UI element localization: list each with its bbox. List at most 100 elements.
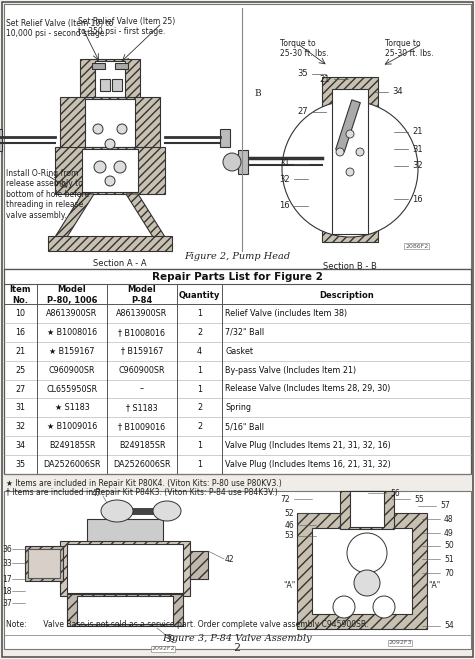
Text: Model
P-84: Model P-84	[128, 285, 156, 305]
Ellipse shape	[101, 500, 133, 522]
Text: –: –	[140, 384, 144, 393]
Text: 49: 49	[444, 529, 454, 538]
Bar	[115, 63, 128, 69]
Text: 57: 57	[440, 501, 450, 511]
Text: B249185SR: B249185SR	[119, 441, 165, 450]
Text: Valve Plug (Includes Items 21, 31, 32, 16): Valve Plug (Includes Items 21, 31, 32, 1…	[225, 441, 391, 450]
Text: 2086F2: 2086F2	[405, 243, 428, 248]
Circle shape	[346, 130, 354, 138]
Circle shape	[347, 533, 387, 573]
Text: ★ S1183: ★ S1183	[55, 403, 89, 413]
Text: 34: 34	[16, 441, 26, 450]
Text: 18: 18	[2, 587, 12, 596]
Text: Spring: Spring	[225, 403, 251, 413]
Text: † Items are included in Repair Kit P84K3. (Viton Kits: P-84 use P84K3V.): † Items are included in Repair Kit P84K3…	[6, 488, 278, 497]
Bar	[25, 546, 63, 581]
Text: † B1009016: † B1009016	[118, 422, 166, 431]
Text: Release Valve (Includes Items 28, 29, 30): Release Valve (Includes Items 28, 29, 30…	[225, 384, 390, 393]
Text: 31: 31	[16, 403, 26, 413]
Bar	[0, 129, 2, 151]
Text: 10: 10	[16, 309, 26, 318]
Text: Section B - B: Section B - B	[323, 262, 377, 271]
Text: 35: 35	[297, 69, 308, 78]
Text: Description: Description	[319, 291, 374, 299]
Text: 33: 33	[2, 558, 12, 567]
Text: Gasket: Gasket	[225, 347, 253, 356]
Text: 25: 25	[15, 366, 26, 374]
Text: 1: 1	[197, 309, 202, 318]
Text: Figure 3, P-84 Valve Assembly: Figure 3, P-84 Valve Assembly	[162, 634, 312, 643]
Circle shape	[282, 101, 418, 237]
Text: 34: 34	[392, 88, 403, 96]
Bar	[87, 519, 163, 541]
Bar	[332, 89, 368, 234]
Text: 72: 72	[280, 494, 290, 503]
Text: 47: 47	[92, 488, 102, 498]
Text: 56: 56	[390, 488, 400, 498]
Text: 4: 4	[197, 347, 202, 356]
Bar	[55, 147, 165, 194]
Text: 2: 2	[233, 643, 240, 653]
Text: 51: 51	[444, 554, 454, 563]
Text: Repair Parts List for Figure 2: Repair Parts List for Figure 2	[152, 272, 323, 281]
Text: 16: 16	[412, 194, 423, 204]
Text: 32: 32	[279, 175, 290, 183]
Text: ★ B159167: ★ B159167	[49, 347, 95, 356]
Circle shape	[354, 570, 380, 596]
Text: 5/16" Ball: 5/16" Ball	[225, 422, 264, 431]
Ellipse shape	[153, 501, 181, 521]
Text: Torque to
25-30 ft. lbs.: Torque to 25-30 ft. lbs.	[385, 39, 434, 59]
Text: Quantity: Quantity	[179, 291, 220, 299]
Text: 54: 54	[444, 621, 454, 631]
Text: 17: 17	[2, 575, 12, 583]
Text: † B1008016: † B1008016	[118, 328, 165, 337]
Text: 2: 2	[197, 328, 202, 337]
Text: CL655950SR: CL655950SR	[47, 384, 97, 393]
Text: 16: 16	[16, 328, 26, 337]
Polygon shape	[55, 194, 94, 237]
Text: † B159167: † B159167	[121, 347, 163, 356]
Text: ★ Items are included in Repair Kit P80K4. (Viton Kits: P-80 use P80KV3.): ★ Items are included in Repair Kit P80K4…	[6, 479, 282, 488]
Text: 1: 1	[197, 441, 202, 450]
Text: 31: 31	[412, 144, 423, 154]
Bar	[28, 549, 60, 578]
Polygon shape	[126, 194, 165, 237]
Circle shape	[333, 596, 355, 618]
Bar	[48, 236, 172, 251]
Text: 46: 46	[284, 521, 294, 529]
Text: Relief Valve (includes Item 38): Relief Valve (includes Item 38)	[225, 309, 347, 318]
Text: 31: 31	[279, 159, 290, 169]
Text: ★ B1009016: ★ B1009016	[47, 422, 97, 431]
Text: 53: 53	[284, 532, 294, 540]
Text: "A": "A"	[428, 581, 440, 590]
Circle shape	[223, 153, 241, 171]
Circle shape	[356, 148, 364, 156]
Bar	[4, 4, 471, 269]
Bar	[60, 97, 160, 149]
Circle shape	[105, 176, 115, 186]
Text: By-pass Valve (Includes Item 21): By-pass Valve (Includes Item 21)	[225, 366, 356, 374]
Bar	[322, 77, 378, 242]
Bar	[297, 513, 427, 629]
Circle shape	[93, 124, 103, 134]
Text: 27: 27	[15, 384, 26, 393]
Bar	[220, 129, 230, 147]
Text: 21: 21	[15, 347, 26, 356]
Text: 32: 32	[412, 161, 423, 171]
Text: B: B	[255, 90, 261, 98]
Bar	[100, 79, 110, 91]
Text: Valve Plug (Includes Items 16, 21, 31, 32): Valve Plug (Includes Items 16, 21, 31, 3…	[225, 460, 391, 469]
Circle shape	[373, 596, 395, 618]
Bar	[312, 528, 412, 614]
Text: 1: 1	[197, 460, 202, 469]
Bar	[67, 594, 183, 626]
Text: Set Relief Valve (Item 10) to
10,000 psi - second stage.: Set Relief Valve (Item 10) to 10,000 psi…	[6, 19, 114, 38]
Text: A8613900SR: A8613900SR	[47, 309, 98, 318]
Circle shape	[114, 161, 126, 173]
Bar	[4, 491, 471, 649]
Bar	[190, 551, 208, 579]
Circle shape	[105, 139, 115, 149]
Bar	[67, 544, 183, 593]
Bar	[80, 59, 140, 99]
Text: Install O-Ring from
release assembly to
bottom of hole before
threading in relea: Install O-Ring from release assembly to …	[6, 169, 89, 219]
